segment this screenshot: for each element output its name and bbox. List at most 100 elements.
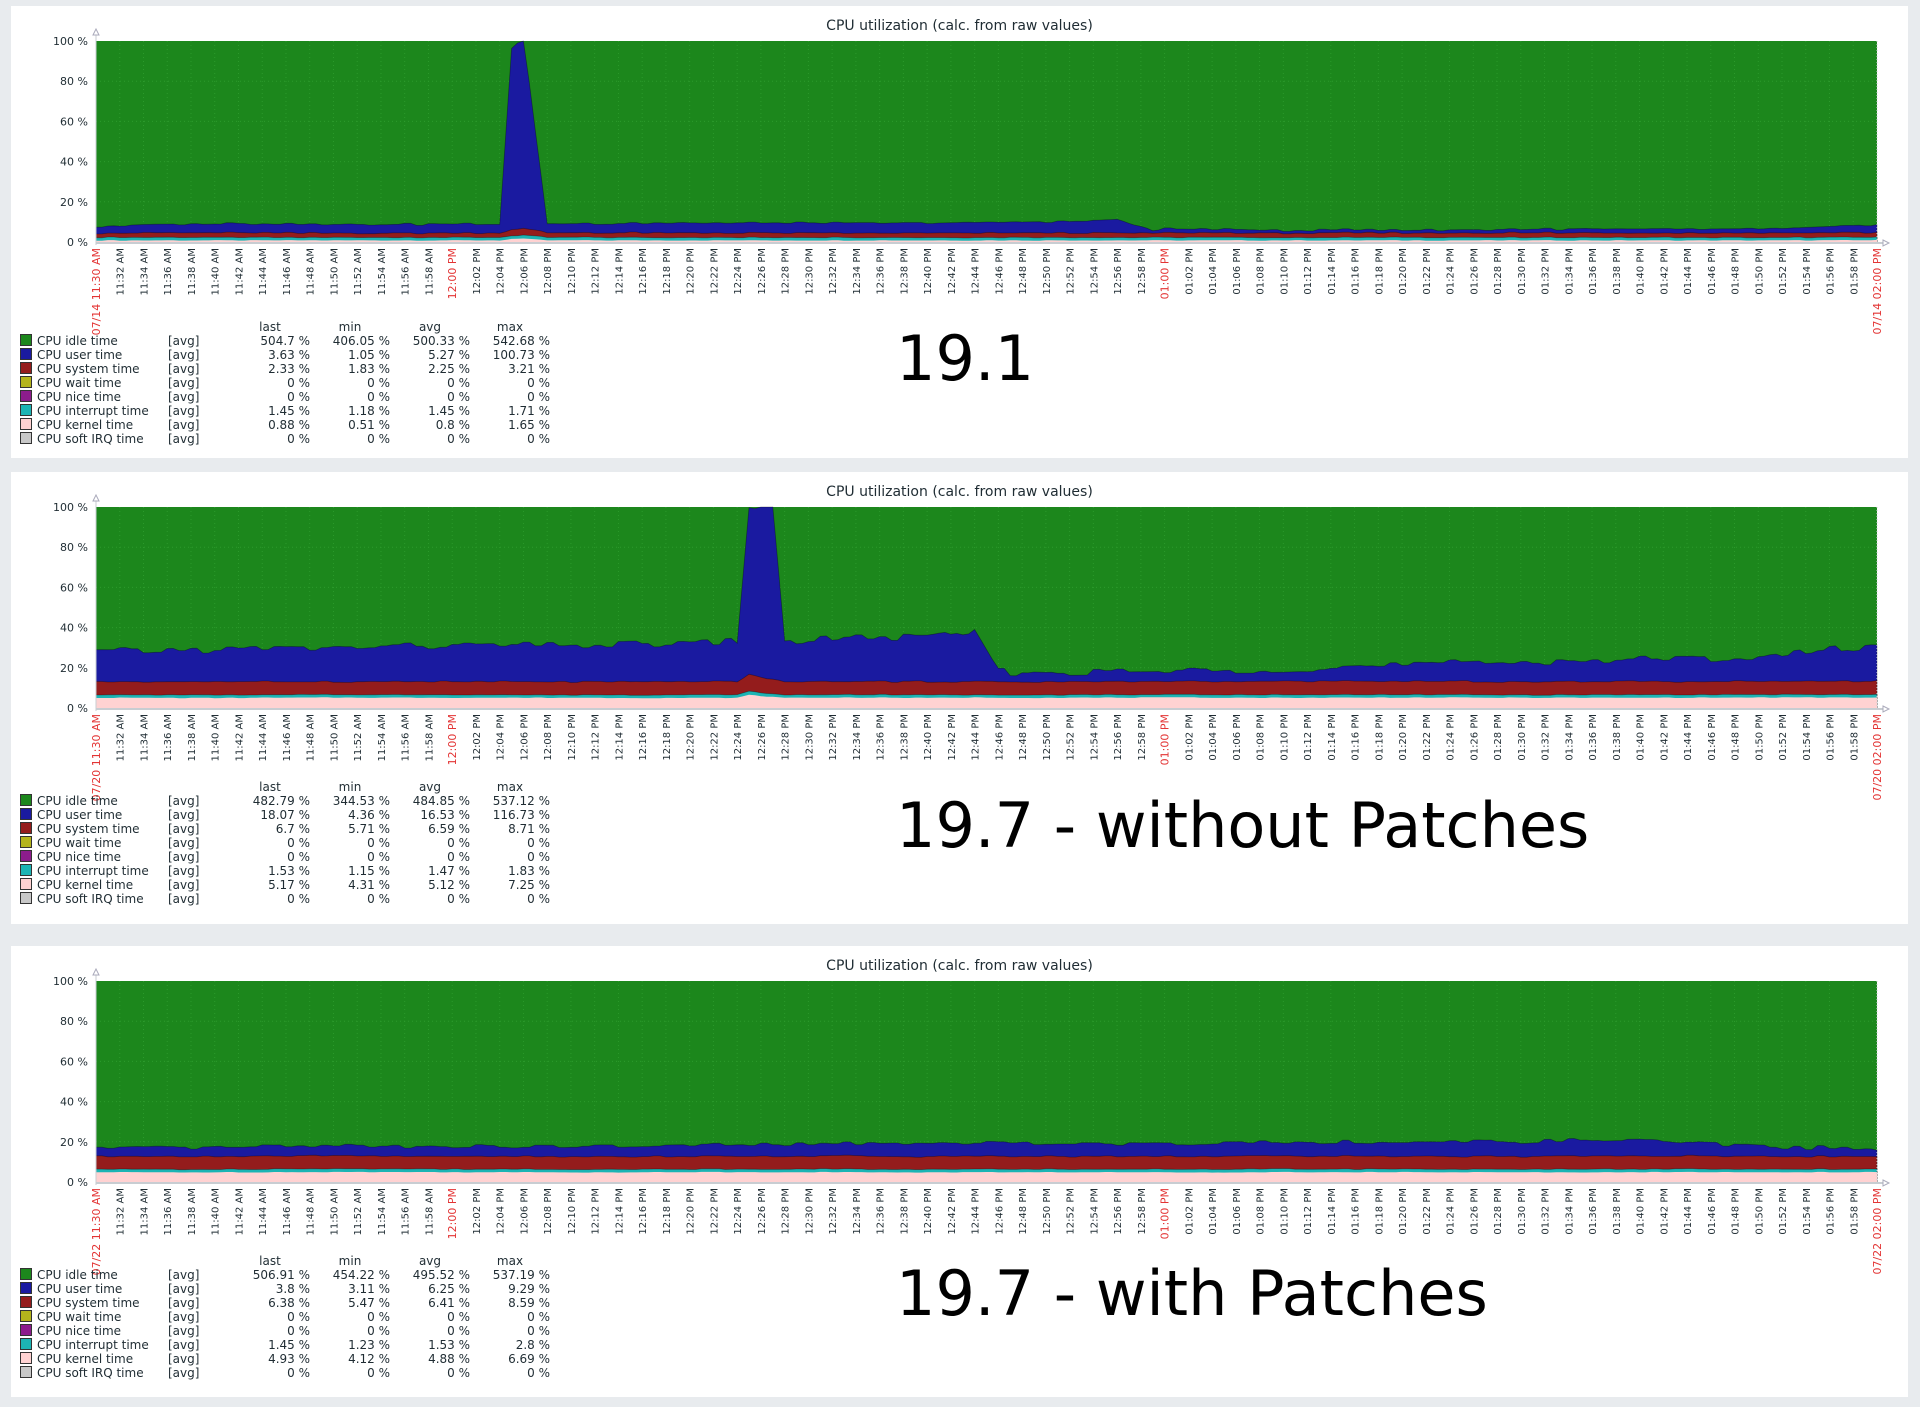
legend-avg-value: 0 %	[447, 850, 470, 864]
legend-row-kernel[interactable]: CPU kernel time [avg] 0.88 % 0.51 % 0.8 % 1.6…	[20, 418, 550, 432]
legend-avg-value: 6.25 %	[428, 1282, 470, 1296]
legend-row-nice[interactable]: CPU nice time [avg] 0 % 0 % 0 % 0 %	[20, 850, 550, 864]
legend-header-min: min	[338, 780, 362, 794]
legend-item-name: CPU system time	[37, 1296, 140, 1310]
legend-row-wait[interactable]: CPU wait time [avg] 0 % 0 % 0 % 0 %	[20, 376, 550, 390]
x-axis-arrow-icon	[1882, 239, 1891, 247]
y-tick-label: 80 %	[60, 75, 88, 88]
x-tick-label: 01:42 PM	[1659, 1188, 1670, 1235]
legend-function: [avg]	[168, 334, 200, 348]
cpu-area-chart[interactable]: 100 %80 %60 %40 %20 %0 %07/20 11:30 AM 11…	[11, 472, 1908, 924]
legend-row-user[interactable]: CPU user time [avg] 3.8 % 3.11 % 6.25 % 9.29 …	[20, 1282, 550, 1296]
legend-last-value: 504.7 %	[260, 334, 310, 348]
cpu-area-chart[interactable]: 100 %80 %60 %40 %20 %0 %07/22 11:30 AM 11…	[11, 946, 1908, 1397]
x-tick-label: 01:52 PM	[1778, 714, 1789, 761]
x-tick-label: 12:06 PM	[519, 714, 530, 761]
legend-item-name: CPU interrupt time	[37, 404, 149, 418]
cpu-area-chart[interactable]: 100 %80 %60 %40 %20 %0 %07/14 11:30 AM 11…	[11, 6, 1908, 458]
legend-row-user[interactable]: CPU user time [avg] 18.07 % 4.36 % 16.53 % 11…	[20, 808, 550, 822]
x-tick-label: 11:42 AM	[234, 714, 245, 761]
x-tick-label: 11:32 AM	[116, 1188, 127, 1235]
legend-item-name: CPU system time	[37, 822, 140, 836]
x-tick-label: 12:34 PM	[852, 1188, 863, 1235]
x-tick-label: 01:50 PM	[1754, 248, 1765, 295]
legend-item-name: CPU idle time	[37, 794, 118, 808]
x-tick-label: 12:44 PM	[971, 248, 982, 295]
x-tick-label: 12:26 PM	[757, 714, 768, 761]
x-tick-label: 12:00 PM	[446, 248, 459, 299]
x-tick-label: 12:54 PM	[1089, 714, 1100, 761]
x-tick-label: 12:20 PM	[686, 1188, 697, 1235]
legend-row-interrupt[interactable]: CPU interrupt time [avg] 1.53 % 1.15 % 1.47 …	[20, 864, 550, 878]
x-tick-label: 12:10 PM	[567, 1188, 578, 1235]
x-tick-label: 12:52 PM	[1066, 248, 1077, 295]
legend-avg-value: 1.45 %	[428, 404, 470, 418]
x-tick-label: 07/20 02:00 PM	[1871, 714, 1884, 801]
legend-row-interrupt[interactable]: CPU interrupt time [avg] 1.45 % 1.18 % 1.45 …	[20, 404, 550, 418]
legend-last-value: 6.7 %	[275, 822, 310, 836]
x-tick-label: 01:54 PM	[1802, 248, 1813, 295]
legend-row-user[interactable]: CPU user time [avg] 3.63 % 1.05 % 5.27 % 100.…	[20, 348, 550, 362]
legend-max-value: 0 %	[527, 1366, 550, 1380]
legend-row-wait[interactable]: CPU wait time [avg] 0 % 0 % 0 % 0 %	[20, 1310, 550, 1324]
legend-header-last: last	[259, 320, 281, 334]
legend-row-softirq[interactable]: CPU soft IRQ time [avg] 0 % 0 % 0 % 0 %	[20, 432, 550, 446]
x-tick-label: 11:40 AM	[211, 1188, 222, 1235]
x-tick-label: 01:30 PM	[1517, 1188, 1528, 1235]
x-tick-label: 11:34 AM	[139, 714, 150, 761]
x-tick-label: 11:38 AM	[187, 248, 198, 295]
legend-item-name: CPU wait time	[37, 836, 122, 850]
nice-swatch-icon	[20, 390, 32, 402]
legend-last-value: 0 %	[287, 1324, 310, 1338]
legend-function: [avg]	[168, 348, 200, 362]
x-tick-label: 01:10 PM	[1279, 714, 1290, 761]
legend-function: [avg]	[168, 1282, 200, 1296]
legend-row-softirq[interactable]: CPU soft IRQ time [avg] 0 % 0 % 0 % 0 %	[20, 1366, 550, 1380]
x-tick-label: 11:36 AM	[163, 248, 174, 295]
x-tick-label: 01:40 PM	[1636, 1188, 1647, 1235]
series-kernel-area	[96, 238, 1877, 242]
legend-function: [avg]	[168, 376, 200, 390]
legend-min-value: 4.12 %	[348, 1352, 390, 1366]
x-tick-label: 12:24 PM	[733, 714, 744, 761]
legend-max-value: 1.65 %	[508, 418, 550, 432]
y-tick-label: 20 %	[60, 1136, 88, 1149]
legend-row-interrupt[interactable]: CPU interrupt time [avg] 1.45 % 1.23 % 1.53 …	[20, 1338, 550, 1352]
legend-row-system[interactable]: CPU system time [avg] 6.7 % 5.71 % 6.59 % 8.7…	[20, 822, 550, 836]
x-tick-label: 12:50 PM	[1042, 714, 1053, 761]
legend-row-system[interactable]: CPU system time [avg] 6.38 % 5.47 % 6.41 % 8.…	[20, 1296, 550, 1310]
x-tick-label: 01:52 PM	[1778, 248, 1789, 295]
version-label: 19.7 - with Patches	[896, 1257, 1488, 1330]
legend-function: [avg]	[168, 864, 200, 878]
legend-row-idle[interactable]: CPU idle time [avg] 506.91 % 454.22 % 495.52…	[20, 1268, 550, 1282]
legend-row-kernel[interactable]: CPU kernel time [avg] 5.17 % 4.31 % 5.12 % 7.…	[20, 878, 550, 892]
x-axis-arrow-icon	[1882, 1179, 1891, 1187]
legend-row-idle[interactable]: CPU idle time [avg] 504.7 % 406.05 % 500.33 …	[20, 334, 550, 348]
legend-header-max: max	[496, 320, 524, 334]
legend-row-system[interactable]: CPU system time [avg] 2.33 % 1.83 % 2.25 % 3.…	[20, 362, 550, 376]
legend-last-value: 0 %	[287, 850, 310, 864]
legend-row-kernel[interactable]: CPU kernel time [avg] 4.93 % 4.12 % 4.88 % 6.…	[20, 1352, 550, 1366]
y-tick-label: 60 %	[60, 1055, 88, 1068]
x-tick-label: 01:56 PM	[1826, 714, 1837, 761]
legend-avg-value: 5.27 %	[428, 348, 470, 362]
x-tick-label: 01:28 PM	[1493, 248, 1504, 295]
legend-row-idle[interactable]: CPU idle time [avg] 482.79 % 344.53 % 484.85…	[20, 794, 550, 808]
x-tick-label: 12:28 PM	[781, 1188, 792, 1235]
legend-item-name: CPU wait time	[37, 376, 122, 390]
x-tick-label: 11:54 AM	[377, 714, 388, 761]
legend-row-wait[interactable]: CPU wait time [avg] 0 % 0 % 0 % 0 %	[20, 836, 550, 850]
legend-row-nice[interactable]: CPU nice time [avg] 0 % 0 % 0 % 0 %	[20, 390, 550, 404]
legend-row-softirq[interactable]: CPU soft IRQ time [avg] 0 % 0 % 0 % 0 %	[20, 892, 550, 906]
legend-avg-value: 5.12 %	[428, 878, 470, 892]
x-tick-label: 11:40 AM	[211, 248, 222, 295]
chart-title: CPU utilization (calc. from raw values)	[826, 484, 1093, 500]
x-tick-label: 01:54 PM	[1802, 1188, 1813, 1235]
x-tick-label: 12:30 PM	[804, 714, 815, 761]
x-tick-label: 12:24 PM	[733, 1188, 744, 1235]
series-kernel-area	[96, 1171, 1877, 1182]
legend-row-nice[interactable]: CPU nice time [avg] 0 % 0 % 0 % 0 %	[20, 1324, 550, 1338]
wait-swatch-icon	[20, 1310, 32, 1322]
x-tick-label: 01:14 PM	[1327, 248, 1338, 295]
legend-item-name: CPU nice time	[37, 390, 122, 404]
